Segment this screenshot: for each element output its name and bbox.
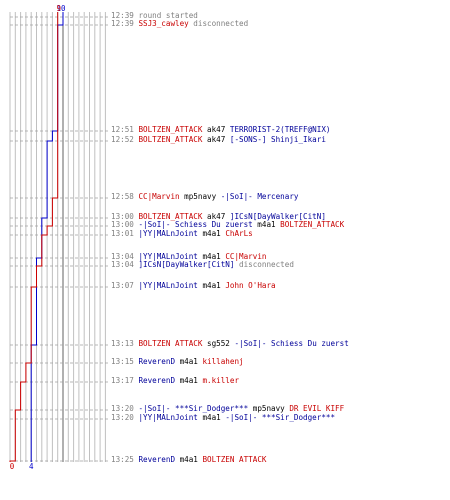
log-player-name: |YY|MALnJoint: [138, 413, 198, 422]
log-player-name: CC|Marvin: [138, 192, 180, 201]
log-player-name: -|SoI|- Mercenary: [220, 192, 299, 201]
log-timestamp: 13:01: [111, 229, 139, 238]
log-timestamp: 12:39: [111, 19, 139, 28]
log-player-name: ReverenD: [138, 455, 176, 464]
log-player-name: -|SoI|- Schiess Du zuerst: [138, 220, 253, 229]
log-timestamp: 12:52: [111, 135, 139, 144]
log-timestamp: 13:25: [111, 455, 139, 464]
log-player-name: BOLTZEN ATTACK: [138, 339, 203, 348]
log-entry: 13:01 |YY|MALnJoint m4a1 ChArLs: [111, 230, 253, 238]
blue-start-score: 10: [56, 4, 66, 13]
log-entry: 13:20 -|SoI|- ***Sir_Dodger*** mp5navy D…: [111, 405, 344, 413]
log-player-name: killahenj: [202, 357, 244, 366]
log-weapon: m4a1: [197, 229, 226, 238]
log-timestamp: 13:00: [111, 220, 139, 229]
log-player-name: BOLTZEN ATTACK: [202, 455, 267, 464]
log-player-name: BOLTZEN_ATTACK: [138, 125, 203, 134]
log-entry: 13:00 -|SoI|- Schiess Du zuerst m4a1 BOL…: [111, 221, 344, 229]
log-weapon: m4a1: [197, 413, 226, 422]
log-player-name: |YY|MALnJoint: [138, 252, 198, 261]
log-timestamp: 13:15: [111, 357, 139, 366]
log-entry: 12:58 CC|Marvin mp5navy -|SoI|- Mercenar…: [111, 193, 298, 201]
log-player-name: ChArLs: [225, 229, 253, 238]
log-player-name: TERRORIST-2(TREFF@NIX): [229, 125, 331, 134]
log-weapon: m4a1: [175, 357, 203, 366]
log-timestamp: 13:20: [111, 413, 139, 422]
log-entry: 13:13 BOLTZEN ATTACK sg552 -|SoI|- Schie…: [111, 340, 349, 348]
log-player-name: -|SoI|- ***Sir_Dodger***: [225, 413, 336, 422]
log-player-name: BOLTZEN_ATTACK: [280, 220, 345, 229]
log-status: disconnected: [234, 260, 294, 269]
log-player-name: ]ICsN[DayWalker[CitN]: [229, 212, 326, 221]
log-weapon: ak47: [202, 125, 230, 134]
red-team-line: [9, 12, 59, 462]
log-player-name: John O'Hara: [225, 281, 276, 290]
log-entry: 13:20 |YY|MALnJoint m4a1 -|SoI|- ***Sir_…: [111, 414, 335, 422]
log-timestamp: 13:00: [111, 212, 139, 221]
log-player-name: ]ICsN[DayWalker[CitN]: [138, 260, 235, 269]
log-entry: 12:39 round started: [111, 12, 198, 20]
log-timestamp: 13:07: [111, 281, 139, 290]
blue-end-score: 4: [29, 462, 34, 471]
log-player-name: m.killer: [202, 376, 240, 385]
log-weapon: m4a1: [197, 281, 226, 290]
log-entry: 12:51 BOLTZEN_ATTACK ak47 TERRORIST-2(TR…: [111, 126, 330, 134]
red-end-score: 0: [10, 462, 15, 471]
log-weapon: m4a1: [252, 220, 281, 229]
log-player-name: -|SoI|- ***Sir_Dodger***: [138, 404, 249, 413]
log-weapon: ak47: [202, 212, 230, 221]
log-player-name: [-SONS-] Shinji_Ikari: [229, 135, 326, 144]
log-weapon: m4a1: [175, 376, 203, 385]
log-status: round started: [138, 11, 198, 20]
log-entry: 13:04 ]ICsN[DayWalker[CitN] disconnected: [111, 261, 294, 269]
log-weapon: mp5navy: [179, 192, 221, 201]
log-player-name: |YY|MALnJoint: [138, 229, 198, 238]
log-player-name: ReverenD: [138, 357, 176, 366]
log-timestamp: 12:39: [111, 11, 139, 20]
log-weapon: ak47: [202, 135, 230, 144]
log-entry: 12:52 BOLTZEN_ATTACK ak47 [-SONS-] Shinj…: [111, 136, 326, 144]
log-player-name: -|SoI|- Schiess Du zuerst: [234, 339, 349, 348]
log-player-name: CC|Marvin: [225, 252, 267, 261]
log-entry: 12:39 SSJ3_cawley disconnected: [111, 20, 248, 28]
log-player-name: BOLTZEN_ATTACK: [138, 135, 203, 144]
log-player-name: SSJ3_cawley: [138, 19, 189, 28]
log-player-name: DR EVIL KIFF: [289, 404, 345, 413]
log-entry: 13:15 ReverenD m4a1 killahenj: [111, 358, 244, 366]
red-start-score: 9: [56, 4, 61, 13]
log-weapon: mp5navy: [248, 404, 290, 413]
log-timestamp: 13:20: [111, 404, 139, 413]
log-timestamp: 13:13: [111, 339, 139, 348]
log-entry: 13:04 |YY|MALnJoint m4a1 CC|Marvin: [111, 253, 266, 261]
log-timestamp: 13:17: [111, 376, 139, 385]
log-timestamp: 12:51: [111, 125, 139, 134]
log-timestamp: 12:58: [111, 192, 139, 201]
log-weapon: m4a1: [197, 252, 226, 261]
log-player-name: ReverenD: [138, 376, 176, 385]
log-timestamp: 13:04: [111, 260, 139, 269]
log-timestamp: 13:04: [111, 252, 139, 261]
log-entry: 13:07 |YY|MALnJoint m4a1 John O'Hara: [111, 282, 276, 290]
log-player-name: |YY|MALnJoint: [138, 281, 198, 290]
log-player-name: BOLTZEN_ATTACK: [138, 212, 203, 221]
log-entry: 13:25 ReverenD m4a1 BOLTZEN ATTACK: [111, 456, 266, 464]
log-entry: 13:17 ReverenD m4a1 m.killer: [111, 377, 239, 385]
log-entry: 13:00 BOLTZEN_ATTACK ak47 ]ICsN[DayWalke…: [111, 213, 326, 221]
log-weapon: m4a1: [175, 455, 203, 464]
log-status: disconnected: [188, 19, 249, 28]
log-weapon: sg552: [202, 339, 235, 348]
